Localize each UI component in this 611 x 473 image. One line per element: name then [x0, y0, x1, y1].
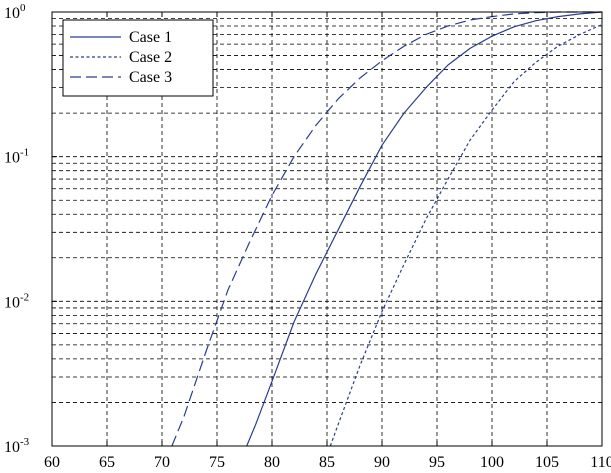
x-tick-label: 75	[209, 454, 225, 471]
x-axis: 60 65 70 75 80 85 90 95 100 105 110	[44, 12, 611, 471]
legend: Case 1 Case 2 Case 3	[62, 19, 214, 97]
x-tick-label: 65	[99, 454, 115, 471]
y-tick-label: 100	[4, 2, 26, 22]
x-tick-label: 100	[480, 454, 504, 471]
x-tick-label: 85	[319, 454, 335, 471]
x-tick-label: 70	[154, 454, 170, 471]
y-tick-label: 10-3	[4, 436, 30, 456]
y-tick-label: 10-2	[4, 291, 29, 311]
legend-label-1: Case 1	[129, 29, 172, 46]
series-line-3	[171, 11, 602, 447]
x-tick-label: 110	[590, 454, 611, 471]
series-line-2	[329, 23, 603, 447]
grid	[52, 12, 602, 446]
series-layer	[171, 11, 603, 447]
y-axis: 10-3 10-2 10-1 100	[4, 2, 602, 456]
legend-label-3: Case 3	[129, 69, 172, 86]
x-tick-label: 80	[264, 454, 280, 471]
x-tick-label: 90	[374, 454, 390, 471]
series-line-1	[246, 11, 603, 447]
y-tick-label: 10-1	[4, 147, 29, 167]
x-tick-label: 60	[44, 454, 60, 471]
x-tick-label: 95	[429, 454, 445, 471]
legend-label-2: Case 2	[129, 49, 172, 66]
legend-box	[62, 19, 214, 97]
x-tick-label: 105	[535, 454, 559, 471]
